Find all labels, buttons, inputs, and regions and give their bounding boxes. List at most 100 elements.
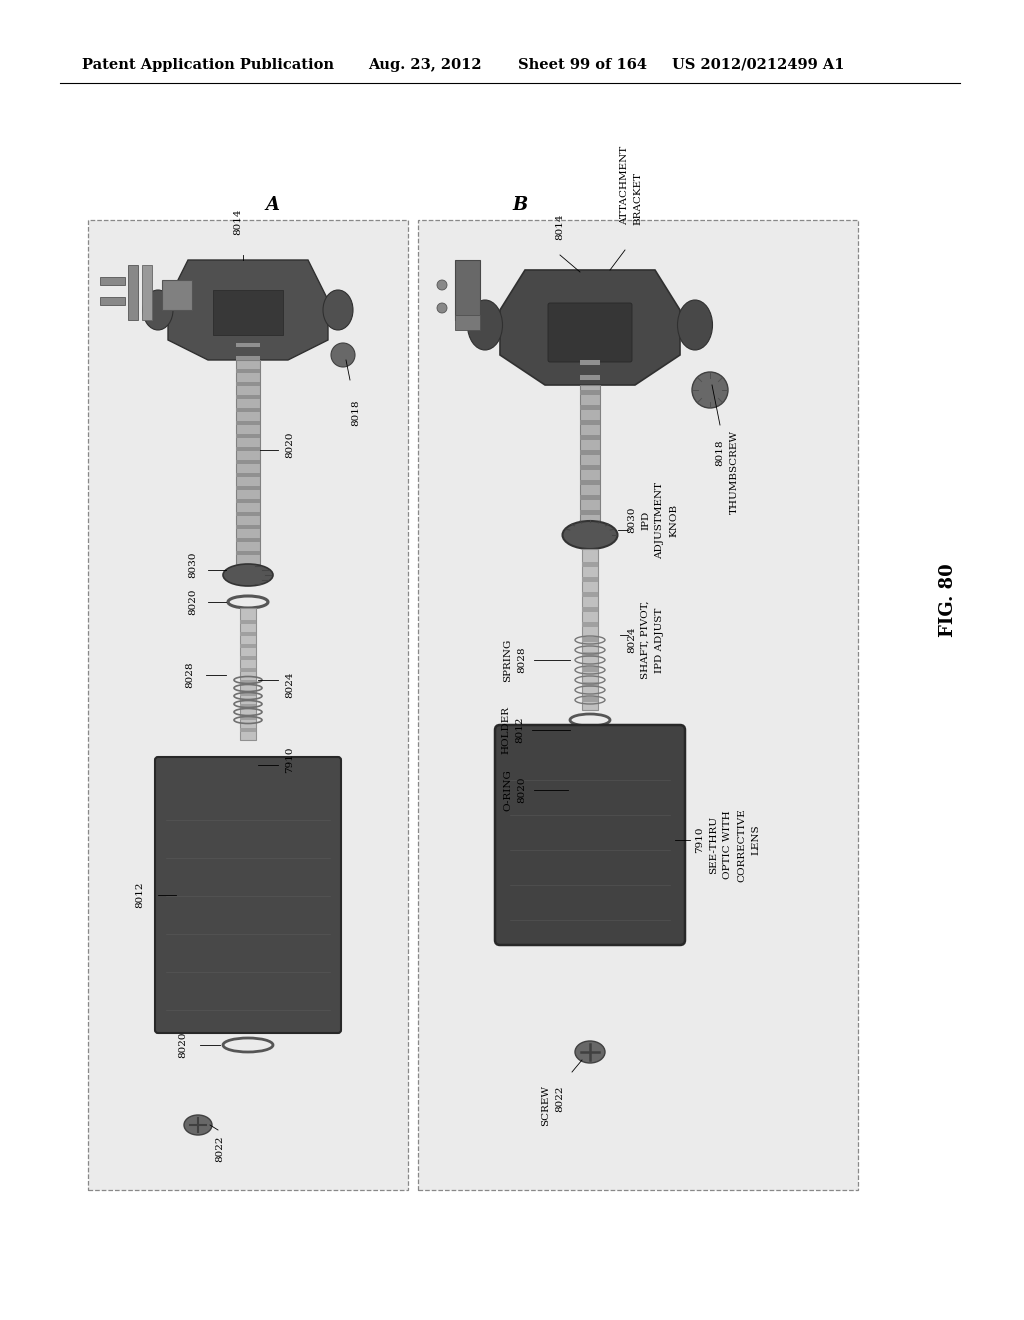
Text: IPD: IPD (641, 511, 650, 529)
Circle shape (692, 372, 728, 408)
Bar (236, 447, 260, 451)
FancyBboxPatch shape (155, 756, 341, 1034)
Bar (582, 577, 598, 582)
Text: HOLDER: HOLDER (502, 706, 511, 754)
Text: OPTIC WITH: OPTIC WITH (724, 810, 732, 879)
Bar (580, 465, 600, 470)
Bar (236, 408, 260, 412)
Bar (582, 652, 598, 657)
Text: SCREW: SCREW (542, 1085, 551, 1126)
Bar (236, 499, 260, 503)
Text: 8022: 8022 (555, 1085, 564, 1111)
Bar (240, 680, 256, 684)
Bar (236, 459, 260, 465)
Bar (100, 297, 125, 305)
Bar (236, 512, 260, 516)
Bar (236, 539, 260, 543)
Bar (236, 343, 260, 347)
Text: KNOB: KNOB (670, 503, 679, 536)
Bar (582, 697, 598, 702)
Bar (580, 436, 600, 440)
Bar (455, 260, 480, 319)
Text: A: A (265, 195, 279, 214)
Ellipse shape (678, 300, 713, 350)
Ellipse shape (468, 300, 503, 350)
Bar (582, 607, 598, 612)
Bar (240, 715, 256, 719)
Bar (582, 682, 598, 686)
Bar (580, 360, 600, 366)
Circle shape (437, 280, 447, 290)
Bar (418, 220, 858, 1191)
Text: 8014: 8014 (555, 214, 564, 240)
Text: Patent Application Publication: Patent Application Publication (82, 58, 334, 73)
Bar (240, 668, 256, 672)
Bar (128, 265, 138, 319)
Bar (88, 220, 408, 1191)
Text: Aug. 23, 2012: Aug. 23, 2012 (368, 58, 481, 73)
Bar (580, 495, 600, 500)
Text: 7910: 7910 (286, 747, 295, 774)
Text: 8014: 8014 (233, 209, 243, 235)
Bar (236, 473, 260, 477)
Bar (582, 562, 598, 568)
Text: 8022: 8022 (215, 1135, 224, 1162)
Text: 8024: 8024 (628, 627, 637, 653)
Bar (240, 620, 256, 624)
Bar (580, 480, 600, 484)
Text: 8020: 8020 (517, 776, 526, 804)
Bar (236, 395, 260, 399)
Bar (240, 692, 256, 696)
Circle shape (437, 304, 447, 313)
Bar (236, 370, 260, 374)
Bar (162, 280, 193, 310)
Text: SEE-THRU: SEE-THRU (710, 816, 719, 874)
Text: SPRING: SPRING (504, 639, 512, 681)
Bar (236, 421, 260, 425)
Text: FIG. 80: FIG. 80 (939, 564, 957, 636)
Ellipse shape (143, 290, 173, 330)
Bar (236, 525, 260, 529)
Polygon shape (500, 271, 680, 385)
Bar (580, 525, 600, 531)
Text: B: B (512, 195, 527, 214)
Bar (582, 591, 598, 597)
Bar (240, 729, 256, 733)
Bar (240, 704, 256, 708)
Text: O-RING: O-RING (504, 770, 512, 810)
Bar (236, 486, 260, 490)
Text: SHAFT, PIVOT,: SHAFT, PIVOT, (640, 601, 649, 680)
Bar (240, 609, 256, 741)
Ellipse shape (323, 290, 353, 330)
Bar (580, 389, 600, 395)
Bar (236, 564, 260, 568)
Bar (240, 656, 256, 660)
Ellipse shape (223, 564, 273, 586)
Bar (100, 277, 125, 285)
Text: 8030: 8030 (628, 507, 637, 533)
Text: 8020: 8020 (178, 1032, 187, 1059)
Bar (582, 667, 598, 672)
Text: LENS: LENS (752, 825, 761, 855)
Bar (142, 265, 152, 319)
Text: Sheet 99 of 164: Sheet 99 of 164 (518, 58, 647, 73)
FancyBboxPatch shape (548, 304, 632, 362)
Bar (580, 450, 600, 455)
Text: ADJUSTMENT: ADJUSTMENT (655, 482, 665, 558)
Text: 8018: 8018 (351, 400, 360, 426)
Text: 8018: 8018 (716, 440, 725, 466)
Text: 8028: 8028 (517, 647, 526, 673)
Text: 8020: 8020 (188, 589, 198, 615)
Text: 8028: 8028 (185, 661, 195, 688)
Ellipse shape (184, 1115, 212, 1135)
Polygon shape (168, 260, 328, 360)
Text: BRACKET: BRACKET (634, 172, 642, 224)
Bar (236, 356, 260, 360)
Text: 8012: 8012 (135, 882, 144, 908)
Ellipse shape (575, 1041, 605, 1063)
Bar (236, 381, 260, 385)
Bar (240, 632, 256, 636)
Text: 8012: 8012 (515, 717, 524, 743)
Text: 8020: 8020 (286, 432, 295, 458)
Bar (236, 434, 260, 438)
